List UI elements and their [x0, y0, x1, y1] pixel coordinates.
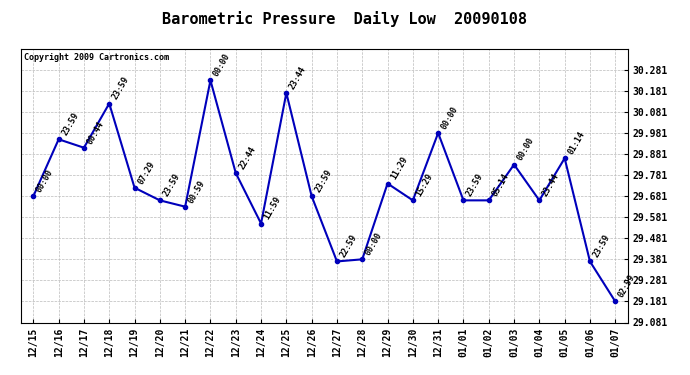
- Text: 00:00: 00:00: [515, 136, 535, 162]
- Text: 23:59: 23:59: [313, 168, 333, 194]
- Text: 02:59: 02:59: [617, 273, 637, 299]
- Text: 05:14: 05:14: [490, 172, 511, 198]
- Text: 00:00: 00:00: [440, 105, 460, 131]
- Text: 00:00: 00:00: [212, 52, 232, 78]
- Text: 11:59: 11:59: [262, 195, 283, 221]
- Text: 00:00: 00:00: [364, 231, 384, 257]
- Text: 07:29: 07:29: [136, 159, 156, 186]
- Text: 01:14: 01:14: [566, 130, 586, 156]
- Text: 00:00: 00:00: [34, 168, 55, 194]
- Text: 22:44: 22:44: [237, 145, 257, 171]
- Text: 00:44: 00:44: [86, 119, 106, 146]
- Text: 00:59: 00:59: [186, 178, 207, 204]
- Text: Copyright 2009 Cartronics.com: Copyright 2009 Cartronics.com: [23, 53, 169, 62]
- Text: 23:44: 23:44: [541, 172, 561, 198]
- Text: 15:29: 15:29: [414, 172, 435, 198]
- Text: 23:59: 23:59: [465, 172, 485, 198]
- Text: 23:59: 23:59: [60, 111, 80, 137]
- Text: 23:44: 23:44: [288, 64, 308, 91]
- Text: 22:59: 22:59: [338, 233, 359, 259]
- Text: 23:59: 23:59: [161, 172, 181, 198]
- Text: 11:29: 11:29: [389, 155, 409, 182]
- Text: 23:59: 23:59: [591, 233, 611, 259]
- Text: 23:59: 23:59: [110, 75, 131, 101]
- Text: Barometric Pressure  Daily Low  20090108: Barometric Pressure Daily Low 20090108: [163, 11, 527, 27]
